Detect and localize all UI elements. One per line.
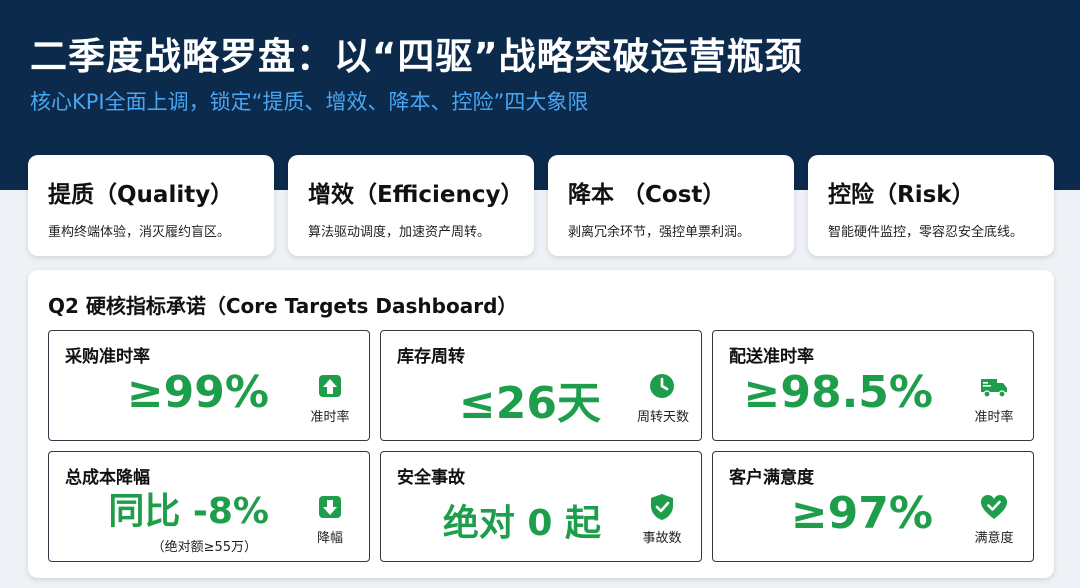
kpi-card-procurement-ontime: 采购准时率 ≥99% 准时率 — [48, 330, 370, 441]
page-title: 二季度战略罗盘：以“四驱”战略突破运营瓶颈 — [30, 35, 803, 78]
kpi-value: ≥98.5% — [743, 367, 933, 418]
kpi-card-delivery-ontime: 配送准时率 ≥98.5% 准时率 — [712, 330, 1034, 441]
quadrant-card-efficiency: 增效（Efficiency） 算法驱动调度，加速资产周转。 — [288, 155, 534, 256]
kpi-icon-label: 事故数 — [642, 531, 682, 546]
kpi-card-total-cost-reduction: 总成本降幅 同比 -8% （绝对额≥55万） 降幅 — [48, 451, 370, 562]
kpi-label: 配送准时率 — [729, 347, 814, 367]
kpi-icon-label: 准时率 — [310, 410, 350, 425]
kpi-card-customer-satisfaction: 客户满意度 ≥97% 满意度 — [712, 451, 1034, 562]
kpi-value: ≤26天 — [458, 378, 601, 429]
targets-dashboard-panel: Q2 硬核指标承诺（Core Targets Dashboard） 采购准时率 … — [28, 270, 1054, 578]
quadrant-title: 降本 （Cost） — [568, 182, 726, 208]
truck-icon — [979, 371, 1009, 401]
quadrant-desc: 算法驱动调度，加速资产周转。 — [308, 225, 491, 240]
kpi-icon-label: 降幅 — [316, 531, 343, 546]
kpi-card-inventory-turnover: 库存周转 ≤26天 周转天数 — [380, 330, 702, 441]
kpi-value: ≥99% — [126, 367, 269, 418]
kpi-label: 采购准时率 — [65, 347, 150, 367]
kpi-card-safety-incidents: 安全事故 绝对 0 起 事故数 — [380, 451, 702, 562]
kpi-icon-label: 准时率 — [974, 410, 1014, 425]
kpi-label: 总成本降幅 — [65, 468, 150, 488]
quadrant-title: 控险（Risk） — [828, 182, 975, 208]
kpi-label: 客户满意度 — [729, 468, 814, 488]
kpi-note: （绝对额≥55万） — [151, 540, 257, 555]
quadrant-card-quality: 提质（Quality） 重构终端体验，消灭履约盲区。 — [28, 155, 274, 256]
page-subtitle: 核心KPI全面上调，锁定“提质、增效、降本、控险”四大象限 — [30, 90, 589, 114]
quadrant-desc: 智能硬件监控，零容忍安全底线。 — [828, 225, 1024, 240]
kpi-value: ≥97% — [790, 488, 933, 539]
kpi-icon-label: 周转天数 — [637, 410, 690, 425]
quadrant-title: 增效（Efficiency） — [308, 182, 524, 208]
kpi-icon-label: 满意度 — [974, 531, 1014, 546]
shield-check-icon — [647, 492, 677, 522]
arrow-down-icon — [315, 492, 345, 522]
quadrant-title: 提质（Quality） — [48, 182, 234, 208]
quadrant-desc: 重构终端体验，消灭履约盲区。 — [48, 225, 231, 240]
dashboard-title: Q2 硬核指标承诺（Core Targets Dashboard） — [48, 294, 518, 318]
kpi-label: 库存周转 — [397, 347, 465, 367]
kpi-value: 同比 -8% — [108, 491, 269, 532]
quadrant-card-risk: 控险（Risk） 智能硬件监控，零容忍安全底线。 — [808, 155, 1054, 256]
kpi-label: 安全事故 — [397, 468, 465, 488]
kpi-value: 绝对 0 起 — [442, 503, 601, 544]
clock-icon — [647, 371, 677, 401]
heart-check-icon — [979, 492, 1009, 522]
quadrant-desc: 剥离冗余环节，强控单票利润。 — [568, 225, 751, 240]
quadrant-card-cost: 降本 （Cost） 剥离冗余环节，强控单票利润。 — [548, 155, 794, 256]
arrow-up-icon — [315, 371, 345, 401]
